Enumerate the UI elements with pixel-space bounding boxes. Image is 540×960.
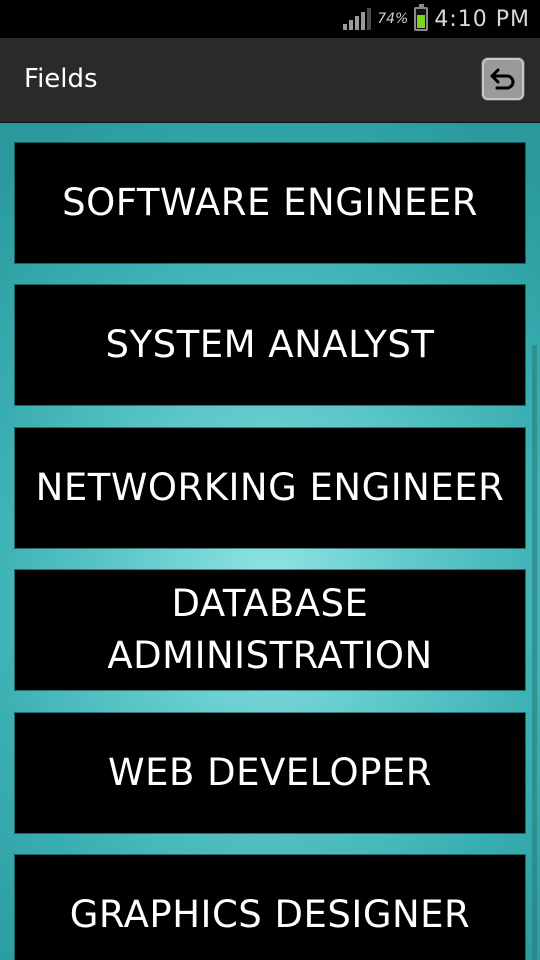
battery-level xyxy=(417,14,426,28)
undo-arrow-icon xyxy=(490,68,515,90)
back-button[interactable] xyxy=(482,58,524,100)
field-item-database-administration[interactable]: DATABASE ADMINISTRATION xyxy=(15,570,525,690)
action-bar: Fields xyxy=(0,38,540,123)
field-label: WEB DEVELOPER xyxy=(108,751,432,794)
field-item-networking-engineer[interactable]: NETWORKING ENGINEER xyxy=(15,428,525,548)
field-label: SYSTEM ANALYST xyxy=(105,323,435,366)
status-bar: 74% 4:10 PM xyxy=(0,0,540,38)
field-item-software-engineer[interactable]: SOFTWARE ENGINEER xyxy=(15,143,525,263)
scrollbar[interactable] xyxy=(532,345,537,960)
field-item-web-developer[interactable]: WEB DEVELOPER xyxy=(15,713,525,833)
field-label: GRAPHICS DESIGNER xyxy=(69,893,471,936)
clock: 4:10 PM xyxy=(434,6,530,32)
field-label: NETWORKING ENGINEER xyxy=(35,466,505,509)
signal-icon xyxy=(343,8,372,30)
battery-icon xyxy=(414,4,429,31)
field-item-graphics-designer[interactable]: GRAPHICS DESIGNER xyxy=(15,855,525,960)
status-indicators: 74% 4:10 PM xyxy=(343,4,530,34)
field-item-system-analyst[interactable]: SYSTEM ANALYST xyxy=(15,285,525,405)
field-label: SOFTWARE ENGINEER xyxy=(62,181,478,224)
field-label: DATABASE ADMINISTRATION xyxy=(107,582,433,677)
battery-percent: 74% xyxy=(377,11,409,27)
fields-list[interactable]: SOFTWARE ENGINEER SYSTEM ANALYST NETWORK… xyxy=(0,123,540,960)
page-title: Fields xyxy=(24,64,98,94)
